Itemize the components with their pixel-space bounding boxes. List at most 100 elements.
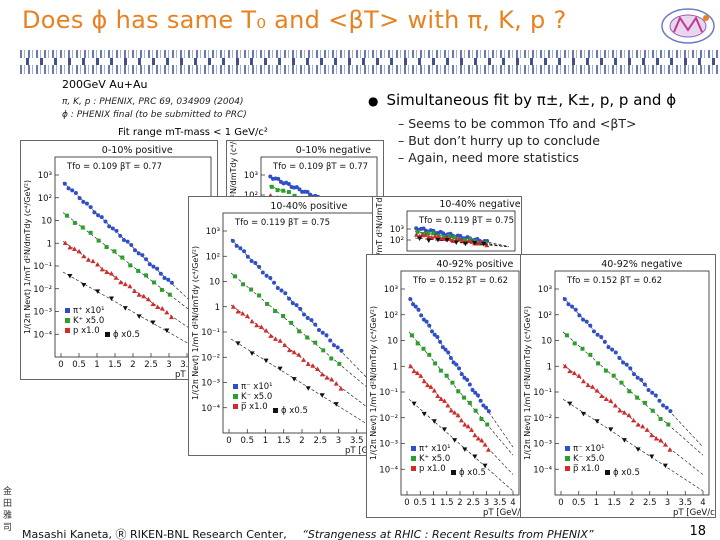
data-point: [452, 235, 457, 240]
bullet-dot-icon: ●: [368, 94, 379, 108]
data-point: [128, 263, 133, 268]
data-point: [244, 313, 250, 319]
data-point: [233, 274, 238, 279]
legend-marker: [233, 384, 238, 389]
panel-fit-params: Tfo = 0.109 βT = 0.77: [66, 162, 162, 172]
data-point: [408, 363, 414, 369]
data-point: [577, 313, 582, 318]
data-point: [608, 398, 614, 403]
y-tick-label: 10³: [38, 171, 52, 181]
data-point: [245, 254, 250, 259]
fit-curve: [230, 338, 376, 430]
data-point: [321, 348, 326, 353]
y-tick-label: 10⁻³: [533, 440, 552, 450]
data-point: [453, 240, 459, 246]
data-point: [462, 241, 468, 247]
data-point: [290, 301, 295, 306]
data-point: [263, 358, 269, 364]
data-point: [603, 368, 608, 373]
data-point: [159, 306, 165, 311]
y-tick-label: 10⁻²: [533, 414, 552, 424]
data-point: [249, 258, 254, 263]
data-point: [644, 427, 650, 432]
data-point: [166, 277, 171, 282]
data-point: [302, 312, 307, 317]
data-point: [433, 361, 438, 366]
data-point: [580, 411, 586, 417]
data-point: [324, 333, 329, 338]
data-point: [136, 314, 142, 319]
data-point: [276, 176, 281, 181]
data-point: [81, 283, 87, 288]
data-point: [424, 319, 429, 324]
legend-label: K⁺ x5.0: [73, 316, 104, 326]
data-point: [122, 306, 128, 311]
data-point: [566, 302, 571, 307]
x-tick-label: 0: [558, 498, 563, 508]
panel-title: 10-40% positive: [270, 201, 347, 212]
data-point: [76, 248, 82, 254]
data-point: [457, 366, 462, 371]
data-point: [72, 246, 78, 252]
data-point: [483, 241, 488, 246]
x-tick-label: 0.5: [572, 498, 586, 508]
reference-phi: ϕ : PHENIX final (to be submitted to PRC…: [62, 110, 247, 120]
y-tick-label: 1: [47, 239, 52, 249]
sub-bullet-3: – Again, need more statistics: [398, 150, 579, 165]
panel-fit-params: Tfo = 0.109 βT = 0.77: [272, 162, 368, 172]
data-point: [313, 340, 318, 345]
legend-label: p x1.0: [419, 464, 446, 474]
legend-label: p̅ x1.0: [241, 402, 268, 412]
data-point: [125, 239, 130, 244]
legend-marker: [273, 408, 278, 413]
data-point: [147, 262, 152, 267]
data-point: [77, 196, 82, 201]
panel-fit-params: Tfo = 0.119 βT = 0.75: [418, 216, 514, 226]
data-point: [649, 432, 655, 438]
legend-label: ϕ x0.5: [113, 330, 140, 340]
data-point: [301, 357, 307, 362]
data-point: [268, 275, 273, 280]
data-point: [462, 395, 467, 400]
legend-label: K⁻ x5.0: [241, 392, 272, 402]
y-tick-label: 10³: [390, 225, 404, 235]
data-point: [96, 238, 101, 243]
y-tick-label: 10⁻¹: [201, 328, 220, 338]
legend-label: K⁺ x5.0: [419, 454, 450, 464]
data-point: [571, 370, 577, 376]
legend-marker: [411, 446, 416, 451]
data-point: [268, 333, 274, 338]
data-point: [441, 398, 447, 403]
data-point: [472, 432, 478, 438]
data-point: [158, 271, 163, 276]
fit-curve: [562, 331, 704, 456]
data-point: [319, 371, 325, 377]
data-point: [416, 307, 421, 312]
data-point: [121, 237, 126, 242]
spectrum-panel-40-92-positive: 40-92% positive Tfo = 0.152 βT = 0.62 10³ 1…: [366, 254, 526, 518]
data-point: [151, 264, 156, 269]
legend-marker: [65, 318, 70, 323]
data-point: [606, 345, 611, 350]
data-point: [444, 373, 449, 378]
fit-curve: [408, 331, 514, 456]
x-tick-label: 3: [166, 360, 171, 370]
x-tick-label: 1.5: [440, 498, 454, 508]
data-point: [264, 273, 269, 278]
legend-label: ϕ x0.5: [459, 468, 486, 478]
x-tick-label: 0.5: [240, 436, 254, 446]
data-point: [417, 236, 423, 241]
data-point: [657, 398, 662, 403]
x-tick-label: 2: [130, 360, 135, 370]
data-point: [450, 380, 455, 385]
data-point: [230, 304, 236, 309]
data-point: [242, 249, 247, 254]
data-point: [447, 236, 453, 242]
data-point: [444, 237, 450, 243]
system-label: 200GeV Au+Au: [62, 78, 148, 91]
data-point: [268, 174, 273, 179]
data-point: [151, 280, 156, 285]
data-point: [80, 225, 85, 230]
data-point: [235, 308, 241, 314]
data-point: [277, 338, 283, 343]
